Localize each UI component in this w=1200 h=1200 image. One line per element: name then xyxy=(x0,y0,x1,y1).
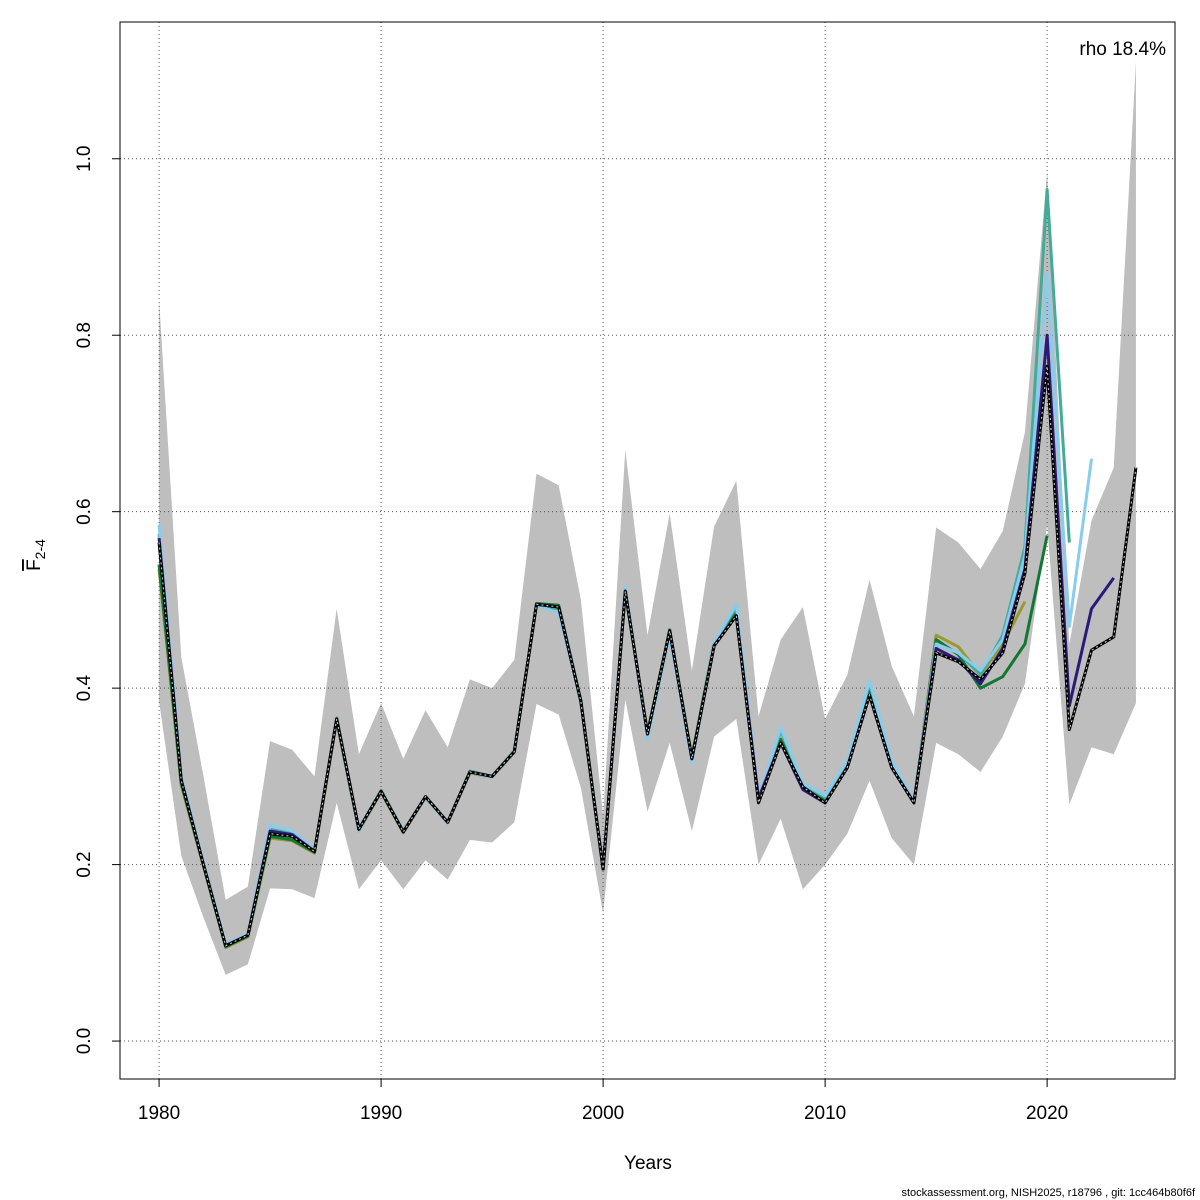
x-axis-label: Years xyxy=(624,1153,672,1174)
x-tick-label: 2020 xyxy=(1026,1103,1068,1124)
y-tick-label: 0.4 xyxy=(74,675,95,702)
y-tick-label: 0.2 xyxy=(74,851,95,877)
plot-frame xyxy=(119,21,1176,1080)
footer: stockassessment.org, NISH2025, r18796 , … xyxy=(902,1187,1196,1199)
y-tick-label: 0.6 xyxy=(74,498,95,524)
confidence-band xyxy=(159,61,1136,975)
y-tick-label: 0.0 xyxy=(74,1028,95,1054)
y-tick-label: 1.0 xyxy=(74,146,95,172)
y-axis-label: F2-4 xyxy=(24,539,48,571)
y-tick-label: 0.8 xyxy=(74,322,95,348)
x-tick-label: 1990 xyxy=(360,1103,402,1124)
x-tick-label: 2010 xyxy=(804,1103,846,1124)
x-tick-label: 2000 xyxy=(582,1103,624,1124)
annotation: rho 18.4% xyxy=(1079,39,1166,60)
line-overlay xyxy=(158,366,1137,947)
y-label-sub: 2-4 xyxy=(32,539,48,559)
x-tick-label: 1980 xyxy=(138,1103,180,1124)
y-label-main: F xyxy=(24,559,45,571)
